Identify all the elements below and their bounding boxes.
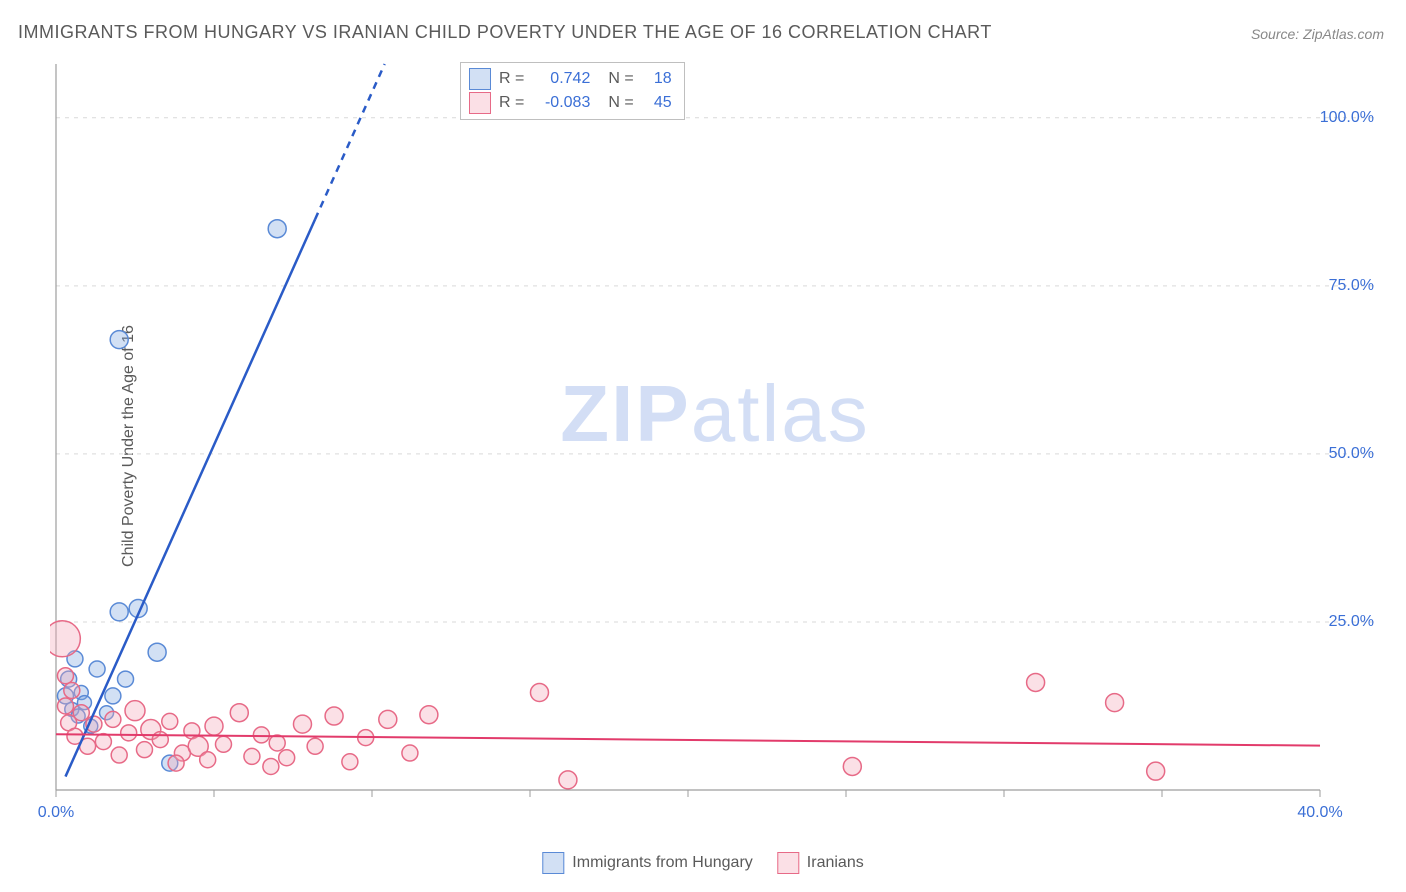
legend-label-hungary: Immigrants from Hungary — [572, 854, 753, 872]
x-tick-label: 40.0% — [1297, 804, 1342, 822]
legend-swatch-iranians — [777, 852, 799, 874]
n-value-iranians: 45 — [642, 94, 672, 112]
legend-item-hungary: Immigrants from Hungary — [542, 852, 753, 874]
x-tick-label: 0.0% — [38, 804, 74, 822]
n-value-hungary: 18 — [642, 70, 672, 88]
y-tick-label: 75.0% — [1329, 277, 1374, 295]
legend-swatch-hungary — [542, 852, 564, 874]
legend-item-iranians: Iranians — [777, 852, 864, 874]
y-tick-label: 25.0% — [1329, 613, 1374, 631]
stats-row-iranians: R = -0.083 N = 45 — [469, 91, 672, 115]
r-value-hungary: 0.742 — [532, 70, 590, 88]
correlation-stats-box: R = 0.742 N = 18 R = -0.083 N = 45 — [460, 62, 685, 120]
swatch-hungary — [469, 68, 491, 90]
plot-area: ZIPatlas — [50, 60, 1380, 830]
r-label: R = — [499, 94, 524, 112]
stats-row-hungary: R = 0.742 N = 18 — [469, 67, 672, 91]
swatch-iranians — [469, 92, 491, 114]
n-label: N = — [608, 94, 633, 112]
bottom-legend: Immigrants from Hungary Iranians — [542, 852, 863, 874]
legend-label-iranians: Iranians — [807, 854, 864, 872]
source-label: Source: ZipAtlas.com — [1251, 26, 1384, 42]
r-label: R = — [499, 70, 524, 88]
y-tick-label: 100.0% — [1320, 109, 1374, 127]
scatter-svg — [50, 60, 1380, 830]
n-label: N = — [608, 70, 633, 88]
y-tick-label: 50.0% — [1329, 445, 1374, 463]
chart-title: IMMIGRANTS FROM HUNGARY VS IRANIAN CHILD… — [18, 22, 992, 43]
r-value-iranians: -0.083 — [532, 94, 590, 112]
